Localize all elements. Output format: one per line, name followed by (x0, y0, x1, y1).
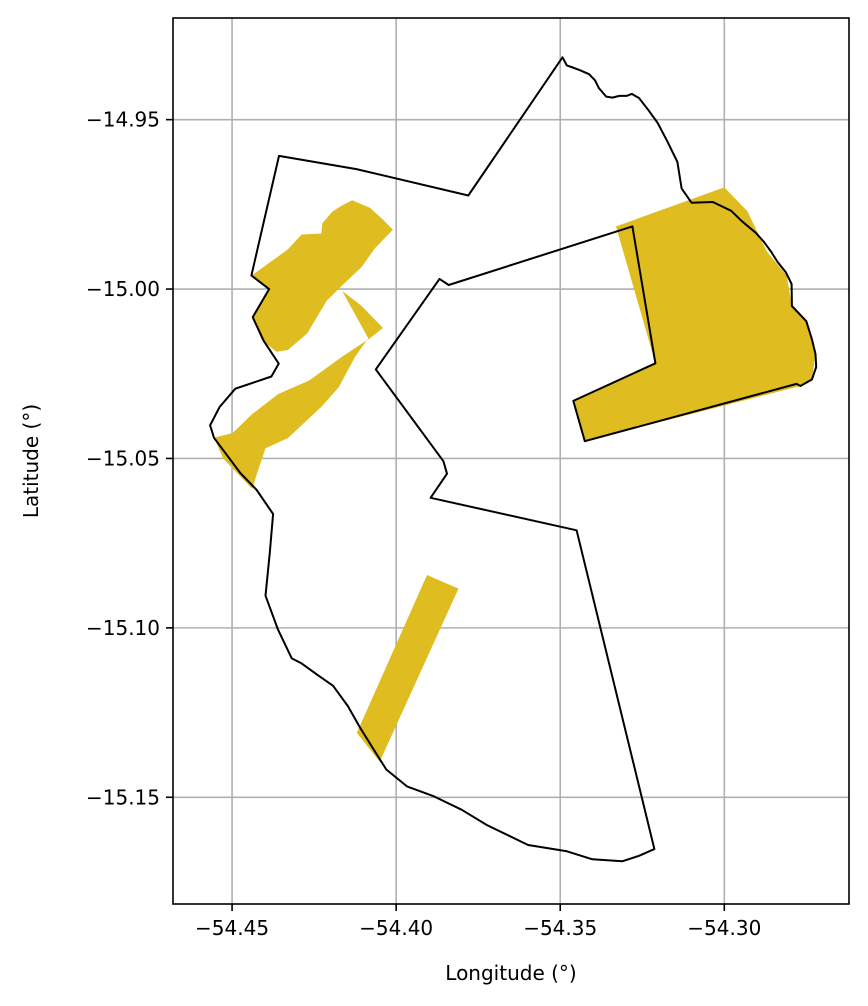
y-tick-label: −15.05 (86, 446, 160, 470)
filled-area (573, 187, 816, 442)
plot-area (172, 17, 850, 905)
x-tick-label: −54.40 (359, 916, 433, 940)
axis-ticks: −54.45 −54.40 −54.35 −54.30 −14.95 −15.00 −15.… (86, 108, 761, 940)
x-tick-label: −54.30 (687, 916, 761, 940)
plot-frame (172, 17, 850, 905)
x-tick-label: −54.35 (523, 916, 597, 940)
filled-areas (214, 187, 816, 762)
y-tick-label: −15.15 (86, 785, 160, 809)
filled-area (356, 575, 459, 762)
plot-background (173, 18, 849, 904)
y-tick-label: −14.95 (86, 108, 160, 132)
y-axis-label: Latitude (°) (19, 404, 43, 518)
x-axis-label: Longitude (°) (445, 961, 576, 985)
filled-area (214, 290, 383, 489)
grid-lines (173, 18, 849, 904)
boundary-outline (209, 56, 818, 863)
filled-area (250, 200, 393, 352)
y-tick-label: −15.10 (86, 616, 160, 640)
y-tick-label: −15.00 (86, 277, 160, 301)
x-tick-label: −54.45 (195, 916, 269, 940)
boundary-polygon (209, 56, 818, 863)
